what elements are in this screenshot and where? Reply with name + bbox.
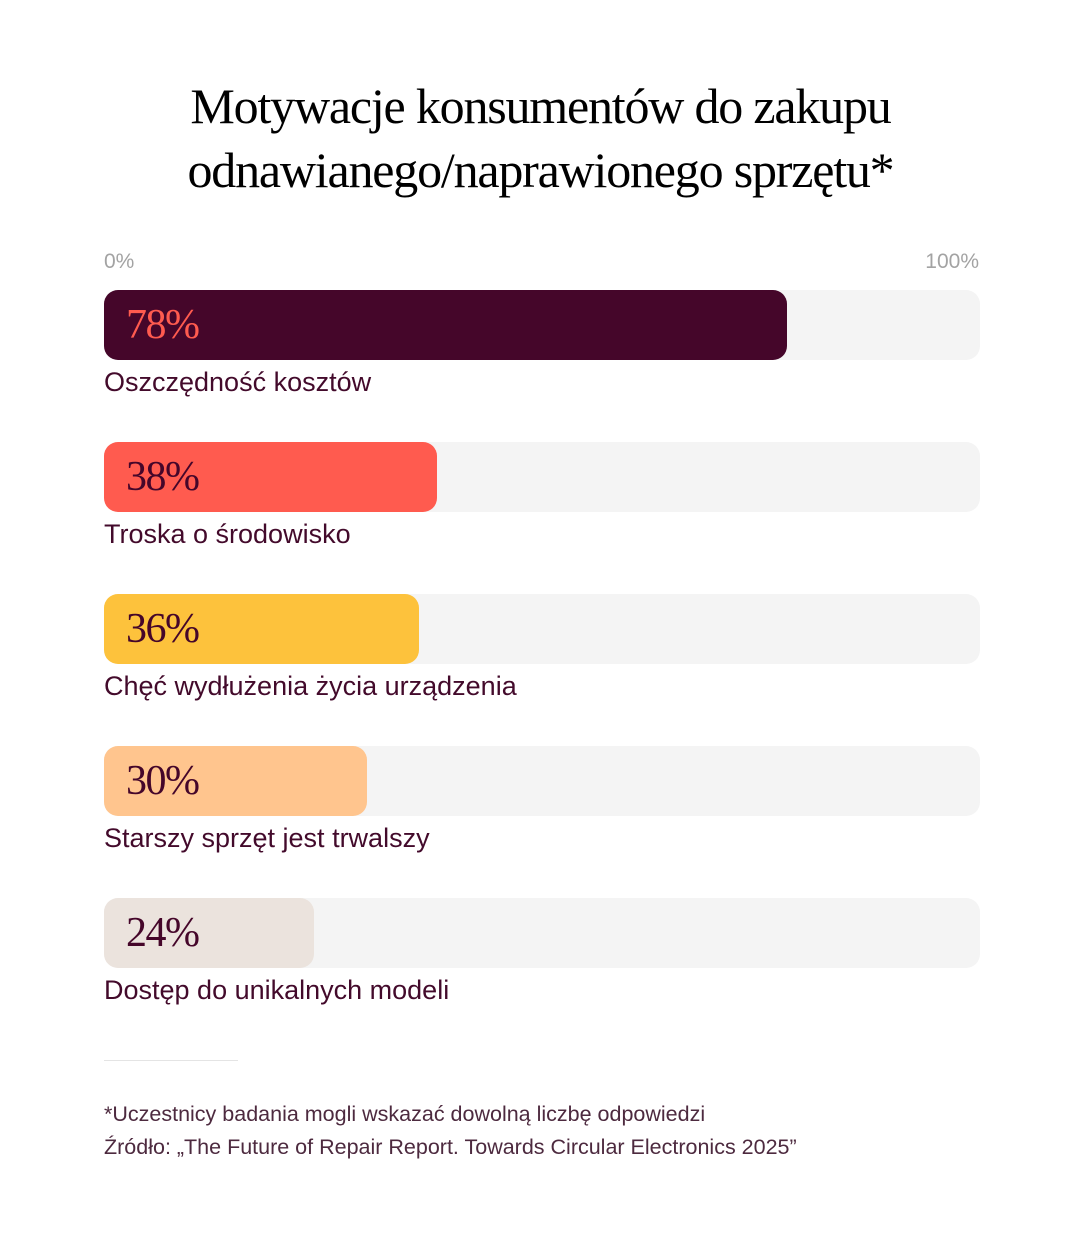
bar-fill xyxy=(104,898,315,968)
bar-category-label: Chęć wydłużenia życia urządzenia xyxy=(104,671,517,701)
bar-category-label: Oszczędność kosztów xyxy=(104,367,372,397)
bar-fill xyxy=(104,594,420,664)
bar-category-label: Dostęp do unikalnych modeli xyxy=(104,975,450,1005)
footnote-divider xyxy=(104,1060,238,1061)
footnote-note: *Uczestnicy badania mogli wskazać dowoln… xyxy=(104,1102,706,1126)
bar-value-label: 30% xyxy=(126,758,200,804)
bar-value-label: 38% xyxy=(126,454,200,500)
bar-category-label: Troska o środowisko xyxy=(104,519,351,549)
chart-title: Motywacje konsumentów do zakupu odnawian… xyxy=(0,74,1081,202)
bar-fill xyxy=(104,746,367,816)
footnote-source: Źródło: „The Future of Repair Report. To… xyxy=(104,1135,797,1159)
bar-value-label: 78% xyxy=(126,302,200,348)
bar-fill xyxy=(104,290,788,360)
axis-max-label: 100% xyxy=(925,250,979,273)
chart-title-line-1: Motywacje konsumentów do zakupu xyxy=(190,78,891,134)
bar-category-label: Starszy sprzęt jest trwalszy xyxy=(104,823,430,853)
axis-min-label: 0% xyxy=(104,250,135,273)
bar-fill xyxy=(104,442,437,512)
bar-value-label: 36% xyxy=(126,606,200,652)
bar-value-label: 24% xyxy=(126,910,200,956)
chart-title-line-2: odnawianego/naprawionego sprzętu* xyxy=(187,142,895,198)
